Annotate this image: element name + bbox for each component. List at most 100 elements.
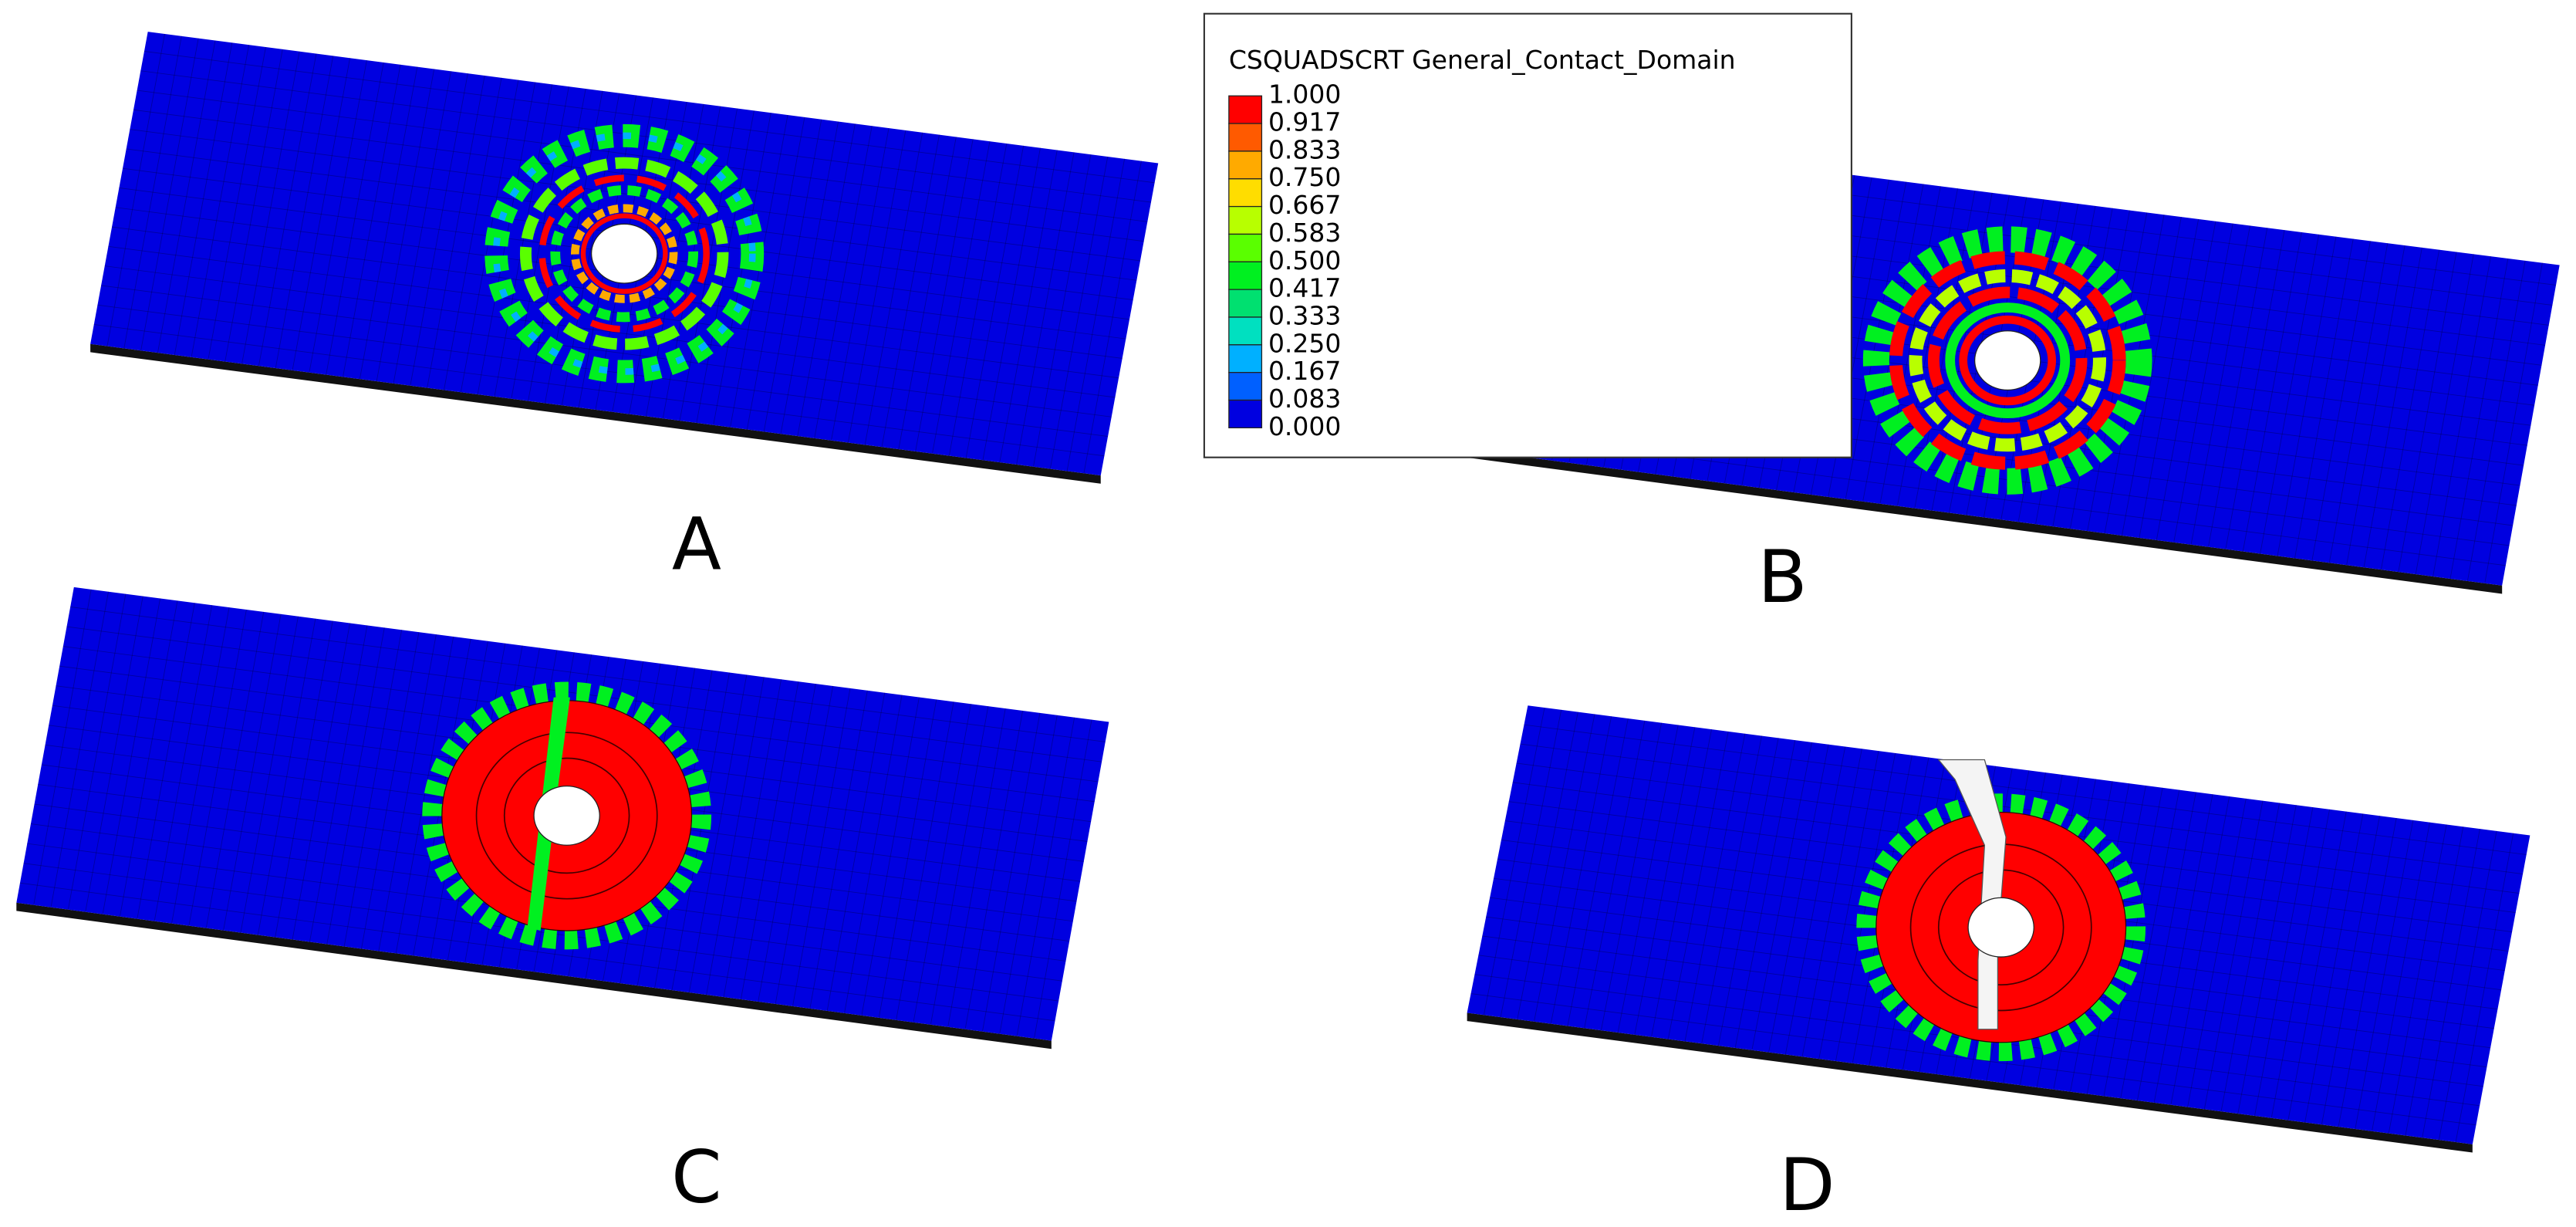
mesh-line — [343, 630, 403, 947]
mesh-line — [1835, 752, 1896, 1062]
mesh-line — [108, 245, 1119, 379]
mesh-line — [2120, 789, 2180, 1099]
mesh-line — [2242, 232, 2302, 552]
mesh-line — [140, 70, 1152, 203]
mesh-line — [2287, 811, 2347, 1121]
plate-side — [1465, 449, 2503, 594]
mesh-line — [240, 616, 299, 933]
contact-ring — [422, 681, 712, 950]
mesh-line — [257, 618, 316, 935]
mesh-line — [740, 681, 799, 1000]
mesh-line — [395, 636, 454, 954]
legend-swatch — [1228, 150, 1263, 180]
mesh-line — [1667, 731, 1729, 1039]
mesh-line — [2449, 258, 2509, 580]
mesh-line — [2328, 243, 2389, 563]
mesh-line — [896, 701, 954, 1020]
mesh-line — [140, 38, 199, 351]
hole — [590, 223, 658, 284]
legend-swatch — [1228, 261, 1263, 290]
mesh-line — [123, 35, 182, 349]
mesh-line — [174, 42, 233, 356]
mesh-line — [50, 591, 109, 908]
mesh-line — [154, 605, 213, 921]
panel-label: A — [672, 503, 721, 587]
contact-ring — [1856, 793, 2146, 1062]
mesh-line — [208, 46, 266, 360]
panel-label: B — [1757, 536, 1807, 620]
mesh-line — [1651, 729, 1712, 1037]
plates — [16, 32, 2560, 1153]
legend-label: 0.083 — [1268, 384, 1341, 414]
mesh-line — [915, 139, 974, 451]
legend: CSQUADSCRT General_Contact_Domain 1.0000… — [1203, 12, 1852, 458]
legend-label: 0.000 — [1268, 411, 1341, 441]
mesh-line — [23, 863, 1059, 1002]
mesh-line — [2277, 236, 2337, 556]
mesh-line — [102, 598, 161, 914]
mesh-line — [2380, 249, 2440, 570]
contact-ring — [580, 213, 668, 294]
mesh-line — [205, 611, 265, 928]
mesh-line — [93, 324, 1105, 457]
panel-label: C — [671, 1135, 721, 1219]
contact-ring — [475, 732, 658, 900]
mesh-line — [864, 132, 923, 445]
mesh-line — [999, 150, 1058, 463]
mesh-line — [292, 623, 350, 940]
mesh-line — [85, 596, 143, 912]
mesh-line — [309, 60, 367, 373]
mesh-line — [2156, 221, 2216, 540]
contact-ring — [1862, 226, 2152, 495]
contact-ring — [492, 132, 756, 375]
mesh-line — [137, 90, 1148, 222]
legend-label: 0.250 — [1268, 328, 1341, 358]
contact-ring — [519, 157, 729, 350]
legend-swatch — [1228, 372, 1263, 401]
mesh-line — [326, 627, 385, 945]
mesh-line — [309, 625, 368, 942]
legend-swatch — [1228, 316, 1263, 346]
mesh-line — [2398, 252, 2457, 573]
mesh-line — [1818, 751, 1879, 1060]
hole — [1973, 330, 2041, 391]
mesh-line — [104, 265, 1116, 398]
mesh-line — [2372, 822, 2430, 1131]
mesh-line — [965, 145, 1025, 458]
legend-label: 0.583 — [1268, 218, 1341, 248]
mesh-line — [106, 33, 165, 346]
mesh-line — [1083, 161, 1142, 474]
mesh-line — [2254, 806, 2314, 1116]
mesh-line — [1567, 718, 1629, 1026]
mesh-line — [2208, 228, 2268, 547]
mesh-line — [2466, 260, 2526, 581]
mesh-line — [393, 71, 451, 384]
mesh-line — [343, 64, 401, 377]
hole — [533, 785, 600, 846]
mesh-line — [706, 677, 765, 995]
mesh-line — [847, 130, 906, 443]
legend-swatch — [1228, 205, 1263, 235]
mesh-line — [826, 692, 886, 1011]
plate — [16, 586, 1109, 1050]
plate-side — [1467, 1012, 2473, 1153]
mesh-line — [2103, 787, 2163, 1097]
mesh-line — [359, 66, 418, 380]
mesh-line — [1751, 742, 1812, 1050]
mesh-line — [2422, 828, 2480, 1138]
mesh-line — [241, 51, 300, 364]
mesh-line — [1879, 186, 1941, 504]
mesh-line — [2363, 247, 2422, 568]
mesh-line — [2237, 805, 2297, 1114]
mesh-line — [292, 58, 350, 370]
mesh-line — [2294, 238, 2354, 559]
legend-label: 0.167 — [1268, 356, 1341, 386]
legend-swatch — [1228, 178, 1263, 208]
mesh-line — [2304, 813, 2364, 1123]
mesh-line — [2405, 826, 2464, 1136]
mesh-line — [2139, 218, 2200, 539]
mesh-line — [878, 699, 937, 1018]
mesh-line — [258, 53, 317, 367]
mesh-line — [2122, 217, 2182, 536]
legend-swatch — [1228, 344, 1263, 374]
